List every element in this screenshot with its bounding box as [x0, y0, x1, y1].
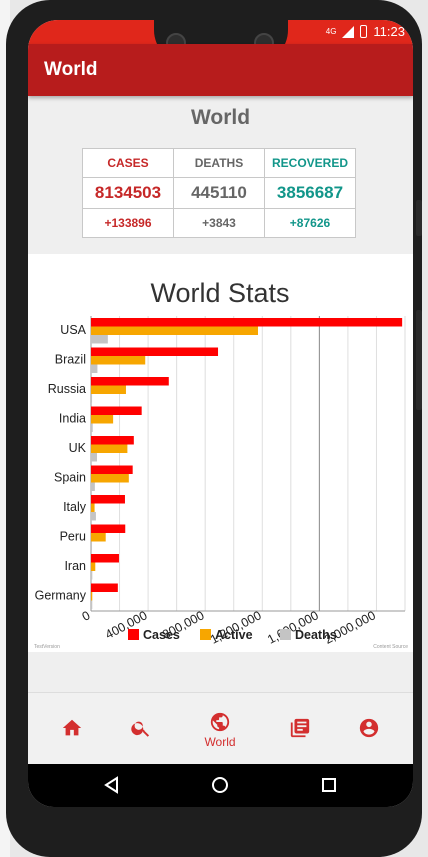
bar-active-uk — [91, 444, 128, 453]
bar-deaths-usa — [91, 335, 108, 344]
bar-deaths-germany — [91, 600, 93, 609]
nav-world[interactable]: World — [185, 693, 255, 765]
category-label: Italy — [63, 500, 87, 514]
legend-label-active: Active — [215, 628, 253, 642]
signal-icon — [342, 25, 355, 38]
home-icon — [62, 719, 82, 736]
bar-cases-india — [91, 406, 142, 415]
category-label: Germany — [35, 589, 87, 603]
bar-deaths-spain — [91, 482, 95, 491]
bar-cases-brazil — [91, 347, 219, 356]
bar-active-russia — [91, 385, 126, 394]
home-circle-icon[interactable] — [211, 776, 229, 794]
status-time: 11:23 — [373, 24, 405, 39]
screen: 4G 11:23 World World CASES DEATHS RECOVE… — [28, 20, 413, 807]
bar-active-india — [91, 415, 114, 424]
bar-active-peru — [91, 533, 106, 542]
world-stats-table: CASES DEATHS RECOVERED 8134503 445110 38… — [82, 148, 356, 238]
bar-cases-peru — [91, 524, 126, 533]
battery-icon — [360, 25, 368, 38]
recovered-delta: +87626 — [264, 208, 356, 238]
chart-footnote-left: TestVersion — [34, 644, 60, 650]
bar-cases-russia — [91, 377, 169, 386]
account-icon — [359, 718, 379, 738]
bar-cases-iran — [91, 554, 119, 563]
stats-delta-row: +133896 +3843 +87626 — [82, 208, 356, 238]
world-stats-chart[interactable]: World Stats USA Brazil Russia India UK Spain It… — [28, 254, 413, 652]
volume-button — [416, 200, 422, 236]
category-label: Brazil — [55, 353, 86, 367]
category-label: UK — [69, 441, 87, 455]
bar-deaths-india — [91, 423, 93, 432]
category-label: USA — [60, 323, 86, 337]
background-app-peek — [0, 0, 10, 857]
bar-deaths-russia — [91, 394, 93, 403]
bar-active-italy — [91, 503, 95, 512]
legend-label-deaths: Deaths — [295, 628, 337, 642]
news-icon — [290, 718, 310, 738]
cases-delta: +133896 — [82, 208, 174, 238]
bar-cases-usa — [91, 318, 403, 327]
network-type: 4G — [325, 27, 337, 36]
bar-active-spain — [91, 474, 129, 483]
category-label: Spain — [54, 471, 86, 485]
bar-deaths-brazil — [91, 364, 98, 373]
nav-search[interactable] — [106, 693, 176, 765]
nav-home[interactable] — [37, 693, 107, 765]
phone-frame: 4G 11:23 World World CASES DEATHS RECOVE… — [6, 0, 422, 857]
legend-swatch-cases — [128, 629, 139, 640]
category-label: Peru — [60, 530, 86, 544]
bar-active-usa — [91, 326, 258, 335]
bar-deaths-italy — [91, 512, 96, 521]
cases-total: 8134503 — [82, 177, 174, 209]
system-navigation-bar — [28, 764, 413, 807]
category-label: India — [59, 412, 86, 426]
recovered-header: RECOVERED — [264, 148, 356, 178]
cases-header: CASES — [82, 148, 174, 178]
deaths-total: 445110 — [173, 177, 265, 209]
back-icon[interactable] — [103, 776, 121, 794]
bar-cases-germany — [91, 583, 118, 592]
recents-icon[interactable] — [320, 776, 338, 794]
bar-deaths-uk — [91, 453, 97, 462]
bar-active-germany — [91, 592, 93, 601]
category-label: Russia — [48, 382, 86, 396]
bar-active-brazil — [91, 356, 146, 365]
bar-deaths-iran — [91, 571, 93, 580]
bar-deaths-peru — [91, 541, 93, 550]
legend-swatch-deaths — [280, 629, 291, 640]
chart-footnote-right: Content Source — [373, 644, 408, 650]
nav-news[interactable] — [265, 693, 335, 765]
deaths-delta: +3843 — [173, 208, 265, 238]
search-icon — [131, 721, 150, 737]
chart-title: World Stats — [150, 278, 289, 308]
nav-profile[interactable] — [334, 693, 404, 765]
legend-swatch-active — [200, 629, 211, 640]
stats-total-row: 8134503 445110 3856687 — [82, 177, 356, 209]
power-button — [416, 310, 422, 410]
recovered-total: 3856687 — [264, 177, 356, 209]
legend-label-cases: Cases — [143, 628, 180, 642]
app-bar: World — [28, 44, 413, 96]
bar-cases-italy — [91, 495, 125, 504]
stats-header-row: CASES DEATHS RECOVERED — [82, 148, 356, 178]
app-bar-title: World — [44, 59, 98, 80]
bar-active-iran — [91, 562, 96, 571]
nav-world-label: World — [204, 735, 236, 749]
globe-icon — [210, 712, 230, 732]
bar-cases-spain — [91, 465, 133, 474]
chart-svg: World Stats USA Brazil Russia India UK Spain It… — [34, 278, 408, 650]
page-title: World — [190, 106, 251, 129]
category-label: Iran — [64, 559, 86, 573]
bar-cases-uk — [91, 436, 134, 445]
deaths-header: DEATHS — [173, 148, 265, 178]
bottom-navigation: World — [28, 692, 413, 765]
